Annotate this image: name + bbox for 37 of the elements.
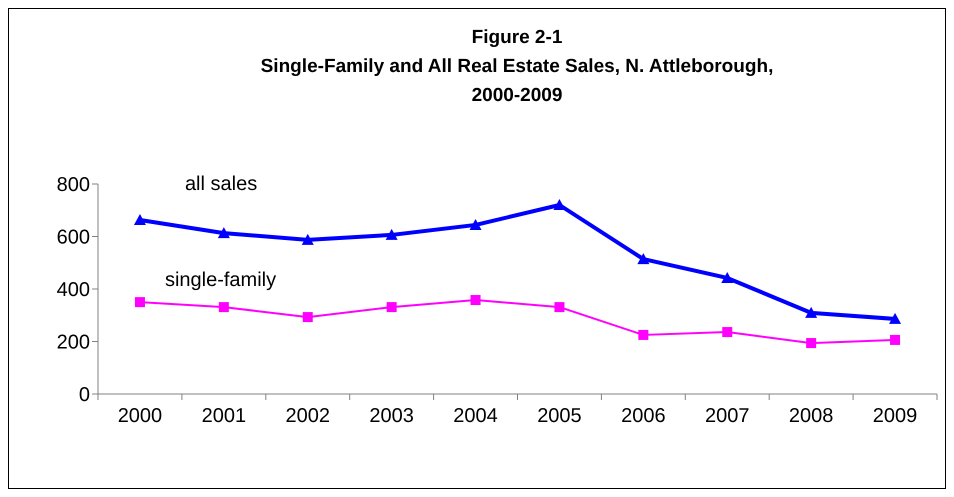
point — [386, 228, 398, 240]
x-tick-label: 2008 — [788, 405, 834, 427]
point — [806, 338, 816, 348]
x-tick-label: 2004 — [453, 405, 498, 427]
point — [134, 297, 145, 308]
point — [554, 302, 564, 312]
point — [302, 312, 313, 322]
point — [890, 334, 900, 345]
x-tick-label: 2002 — [286, 405, 330, 427]
y-tick-label: 200 — [56, 332, 90, 354]
point — [889, 312, 902, 324]
point — [218, 227, 230, 238]
x-tick-label: 2000 — [118, 405, 162, 427]
chart-title: Figure 2-1 Single-Family and All Real Estate Sales, N. Attleborough, 2000-2009 — [260, 26, 774, 108]
point — [470, 218, 482, 230]
x-tick-label: 2007 — [705, 405, 750, 427]
point — [722, 327, 732, 338]
series-label: single-family — [164, 269, 276, 292]
point — [470, 295, 481, 306]
x-tick-label: 2006 — [621, 405, 666, 427]
point — [721, 272, 734, 283]
y-tick-label: 800 — [56, 174, 90, 196]
point — [134, 214, 146, 225]
point — [218, 302, 229, 312]
x-tick-label: 2003 — [369, 405, 414, 427]
x-tick-label: 2009 — [872, 405, 918, 427]
point — [638, 330, 648, 340]
y-tick-label: 600 — [56, 226, 90, 249]
point — [386, 302, 397, 312]
y-tick-label: 400 — [56, 279, 90, 302]
point — [805, 306, 818, 318]
x-tick-label: 2001 — [202, 405, 246, 427]
point — [637, 253, 650, 264]
x-tick-label: 2005 — [537, 405, 582, 427]
series-label: all sales — [184, 172, 258, 195]
point — [302, 234, 314, 245]
y-tick-label: 0 — [78, 384, 90, 406]
